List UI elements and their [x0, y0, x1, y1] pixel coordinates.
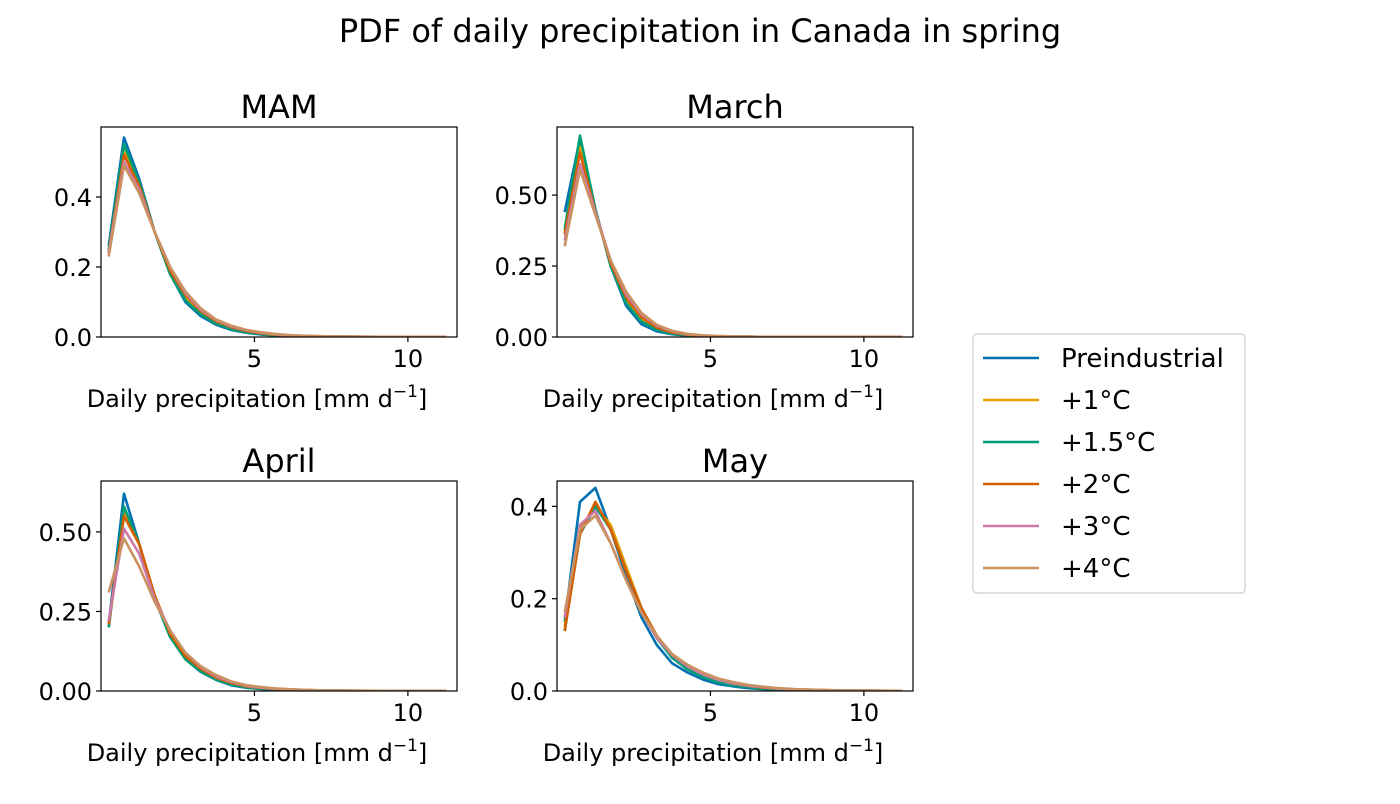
y-tick-label: 0.00: [495, 324, 548, 352]
x-tick-label: 5: [247, 699, 262, 727]
legend-label: Preindustrial: [1061, 344, 1224, 374]
x-tick-label: 10: [393, 699, 424, 727]
subplot-march: 5 10 0.00 0.25 0.50 March Daily precipitation …: [495, 88, 914, 413]
y-tick-label: 0.0: [54, 324, 92, 352]
subplot-title: May: [702, 442, 768, 480]
legend-item: +3°C: [983, 512, 1130, 542]
axes-frame: [556, 126, 914, 338]
axes-frame: [100, 480, 458, 692]
x-tick-label: 10: [393, 345, 424, 373]
y-tick-label: 0.50: [39, 519, 92, 547]
y-tick-label: 0.4: [54, 184, 92, 212]
y-tick-label: 0.2: [510, 586, 548, 614]
legend-label: +4°C: [1061, 554, 1130, 584]
legend-label: +3°C: [1061, 512, 1130, 542]
x-tick-label: 5: [703, 699, 718, 727]
legend-item: +1.5°C: [983, 428, 1155, 458]
legend-label: +1°C: [1061, 386, 1130, 416]
legend-item: +4°C: [983, 554, 1130, 584]
subplot-title: MAM: [240, 88, 317, 126]
y-tick-label: 0.00: [39, 678, 92, 706]
legend-item: +2°C: [983, 470, 1130, 500]
y-tick-label: 0.0: [510, 678, 548, 706]
subplot-mam: 5 10 0.0 0.2 0.4 MAM Daily precipitation [mm d…: [54, 88, 458, 413]
subplot-may: 5 10 0.0 0.2 0.4 May Daily precipitation [mm d…: [510, 442, 914, 767]
series-line-+4°C: [563, 514, 903, 691]
legend-label: +1.5°C: [1061, 428, 1155, 458]
legend-item: +1°C: [983, 386, 1130, 416]
x-tick-label: 10: [849, 699, 880, 727]
x-tick-label: 5: [703, 345, 718, 373]
subplots: 5 10 0.0 0.2 0.4 MAM Daily precipitation [mm d…: [39, 88, 914, 767]
y-tick-label: 0.2: [54, 254, 92, 282]
legend-box: [972, 333, 1246, 594]
y-tick-label: 0.4: [510, 493, 548, 521]
subplot-april: 5 10 0.00 0.25 0.50 April Daily precipitation …: [39, 442, 458, 767]
legend-label: +2°C: [1061, 470, 1130, 500]
x-tick-label: 5: [247, 345, 262, 373]
axes-frame: [556, 480, 914, 692]
legend: Preindustrial +1°C +1.5°C +2°C +3°C +4°C: [972, 333, 1246, 594]
x-axis-label: Daily precipitation [mm d−1]: [87, 382, 428, 413]
y-tick-label: 0.25: [39, 598, 92, 626]
x-axis-label: Daily precipitation [mm d−1]: [543, 382, 884, 413]
legend-item: Preindustrial: [983, 344, 1224, 374]
subplot-title: April: [242, 442, 315, 480]
subplot-title: March: [686, 88, 784, 126]
x-axis-label: Daily precipitation [mm d−1]: [543, 736, 884, 767]
x-tick-label: 10: [849, 345, 880, 373]
axes-frame: [100, 126, 458, 338]
figure-title: PDF of daily precipitation in Canada in …: [339, 12, 1061, 50]
y-tick-label: 0.25: [495, 253, 548, 281]
y-tick-label: 0.50: [495, 182, 548, 210]
series-line-+4°C: [563, 168, 903, 337]
x-axis-label: Daily precipitation [mm d−1]: [87, 736, 428, 767]
